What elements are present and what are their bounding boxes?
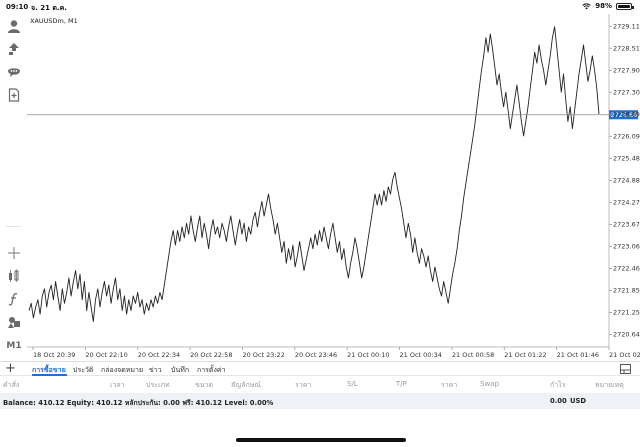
col-order: คำสั่ง (3, 381, 20, 389)
x-tick-label: 20 Oct 23:22 (242, 351, 284, 359)
tab-settings[interactable]: การตั้งค่า (197, 366, 226, 374)
y-tick-label: 2726.695 (613, 111, 640, 119)
toolbar-divider (6, 226, 21, 227)
battery-icon (616, 2, 634, 10)
col-profit: กำไร (550, 381, 566, 389)
x-tick-label: 21 Oct 01:46 (557, 351, 599, 359)
tab-mailbox[interactable]: กล่องจดหมาย (101, 366, 144, 374)
balance-summary: Balance: 410.12 Equity: 410.12 หลักประกั… (3, 399, 274, 407)
y-tick-label: 2721.250 (613, 309, 640, 317)
y-tick-label: 2721.855 (613, 287, 640, 295)
indicators-icon[interactable] (4, 266, 24, 286)
timeframe-label: M1 (6, 341, 22, 351)
col-swap: Swap (480, 380, 499, 388)
x-tick-label: 20 Oct 22:10 (85, 351, 127, 359)
wifi-icon (582, 2, 591, 9)
new-document-icon[interactable] (4, 85, 24, 105)
x-tick-label: 21 Oct 00:34 (400, 351, 442, 359)
y-tick-label: 2723.670 (613, 221, 640, 229)
y-tick-label: 2724.880 (613, 177, 640, 185)
y-tick-label: 2727.300 (613, 89, 640, 97)
current-price-tag (609, 110, 638, 120)
battery-fill (618, 4, 630, 8)
battery-percent: 98% (595, 2, 612, 10)
account-currency: USD (570, 397, 587, 405)
y-tick-label: 2720.645 (613, 331, 640, 339)
trade-icon[interactable] (4, 39, 24, 59)
objects-icon[interactable] (4, 312, 24, 332)
y-tick-label: 2729.115 (613, 22, 640, 30)
y-tick-label: 2728.510 (613, 45, 640, 53)
add-tab-icon[interactable]: + (5, 361, 16, 376)
crosshair-icon[interactable] (4, 243, 24, 263)
x-tick-label: 21 Oct 02:10 (609, 351, 640, 359)
col-volume: ขนาด (195, 381, 214, 389)
y-tick-label: 2727.905 (613, 67, 640, 75)
chart-svg: 2726.681 2729.115 2728.510 2727.905 2727.30… (27, 14, 640, 359)
tab-journal[interactable]: บันทึก (171, 366, 190, 374)
total-profit: 0.00 (550, 397, 567, 405)
person-icon[interactable] (4, 16, 24, 36)
function-icon[interactable] (4, 289, 24, 309)
x-tick-label: 21 Oct 01:22 (504, 351, 546, 359)
col-time: เวลา (110, 381, 125, 389)
x-tick-label: 21 Oct 00:58 (452, 351, 494, 359)
status-time: 09:10 (6, 3, 29, 11)
timeframe-button[interactable]: M1 (4, 336, 24, 356)
col-type: ประเภท (146, 381, 170, 389)
col-stop-loss: S/L (347, 380, 358, 388)
y-tick-label: 2725.485 (613, 155, 640, 163)
status-date: จ. 21 ต.ค. (31, 4, 67, 12)
tab-history[interactable]: ประวัติ (73, 366, 94, 374)
trade-column-headers: คำสั่ง เวลา ประเภท ขนาด สัญลักษณ์ ราคา S… (0, 376, 640, 393)
layout-toggle-icon[interactable] (620, 364, 631, 374)
y-tick-label: 2726.090 (613, 133, 640, 141)
col-take-profit: T/P (396, 380, 407, 388)
x-tick-label: 20 Oct 23:46 (295, 351, 337, 359)
x-tick-label: 18 Oct 20:39 (33, 351, 75, 359)
y-tick-label: 2722.460 (613, 265, 640, 273)
left-toolbar: M1 (0, 14, 27, 360)
status-bar: 09:10 จ. 21 ต.ค. 98% (0, 0, 640, 14)
tab-active-indicator (32, 374, 67, 376)
x-tick-label: 21 Oct 00:10 (347, 351, 389, 359)
status-right: 98% (582, 2, 634, 10)
current-price-label: 2726.681 (611, 111, 640, 119)
y-tick-label: 2724.275 (613, 199, 640, 207)
price-line (28, 26, 600, 322)
chat-icon[interactable] (4, 62, 24, 82)
col-comment: หมายเหตุ (595, 381, 624, 389)
col-symbol: สัญลักษณ์ (231, 381, 261, 389)
home-indicator[interactable] (236, 438, 406, 442)
tab-news[interactable]: ข่าว (149, 366, 162, 374)
tab-trade[interactable]: การซื้อขาย (32, 366, 66, 374)
x-tick-label: 20 Oct 22:34 (138, 351, 180, 359)
balance-bar: Balance: 410.12 Equity: 410.12 หลักประกั… (0, 393, 640, 409)
price-chart[interactable]: 2726.681 2729.115 2728.510 2727.905 2727.30… (27, 14, 640, 361)
y-tick-label: 2723.065 (613, 243, 640, 251)
terminal-tabs: + การซื้อขาย ประวัติ กล่องจดหมาย ข่าว บั… (0, 361, 640, 376)
col-price: ราคา (441, 381, 458, 389)
col-open-price: ราคา (295, 381, 312, 389)
x-tick-label: 20 Oct 22:58 (190, 351, 232, 359)
symbol-label: XAUUSDm, M1 (30, 17, 78, 25)
